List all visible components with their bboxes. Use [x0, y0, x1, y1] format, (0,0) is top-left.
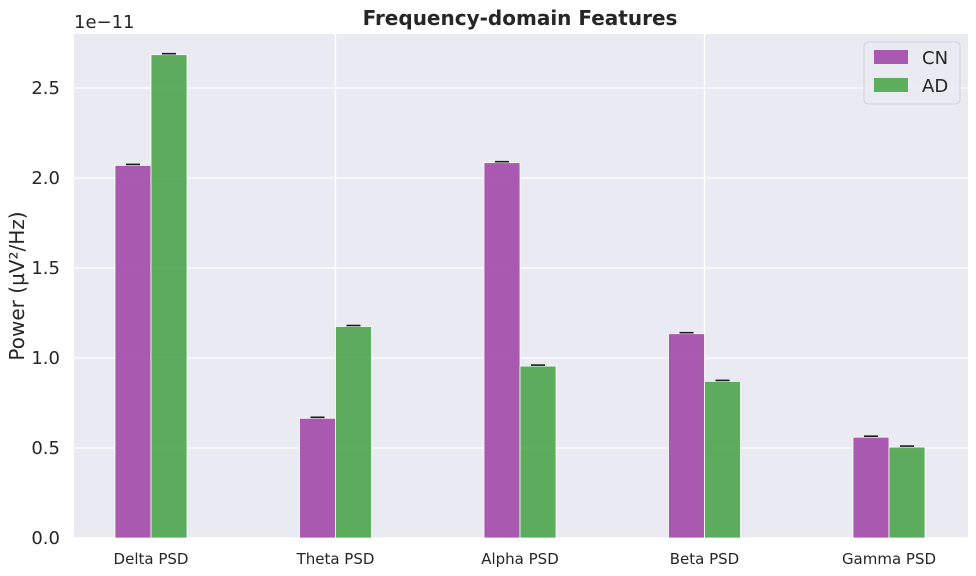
- y-tick-label: 2.5: [31, 78, 60, 99]
- y-axis-label: Power (µV²/Hz): [5, 211, 29, 360]
- legend-label-cn: CN: [922, 48, 948, 69]
- bar-cn-gamma-psd: [852, 436, 890, 539]
- x-tick-label: Theta PSD: [296, 550, 375, 568]
- chart-title: Frequency-domain Features: [363, 6, 678, 30]
- x-tick-label: Delta PSD: [114, 550, 189, 568]
- bar-ad-theta-psd: [335, 326, 372, 539]
- legend-swatch-ad: [874, 78, 908, 92]
- bar-ad-delta-psd: [150, 54, 188, 539]
- legend-label-ad: AD: [922, 76, 948, 97]
- bar-marks: [114, 52, 926, 539]
- y-tick-labels: 0.0 0.5 1.0 1.5 2.0 2.5: [31, 78, 60, 549]
- bar-cn-beta-psd: [668, 333, 705, 539]
- bar-cn-delta-psd: [114, 164, 152, 539]
- bar-cn-alpha-psd: [483, 162, 521, 539]
- y-axis-offset: 1e−11: [74, 12, 135, 33]
- y-tick-label: 2.0: [31, 168, 60, 189]
- legend: CN AD: [863, 41, 961, 105]
- bar-ad-gamma-psd: [888, 446, 926, 539]
- y-tick-label: 0.5: [31, 438, 60, 459]
- bar-cn-theta-psd: [299, 417, 336, 539]
- legend-swatch-cn: [874, 50, 908, 64]
- bar-ad-alpha-psd: [519, 365, 557, 539]
- y-tick-label: 1.5: [31, 258, 60, 279]
- y-tick-label: 0.0: [31, 528, 60, 549]
- x-tick-label: Gamma PSD: [842, 550, 936, 568]
- x-tick-label: Alpha PSD: [481, 550, 559, 568]
- x-tick-labels: Delta PSD Theta PSD Alpha PSD Beta PSD Gamma…: [114, 550, 937, 568]
- x-tick-label: Beta PSD: [670, 550, 739, 568]
- y-tick-label: 1.0: [31, 348, 60, 369]
- bar-ad-beta-psd: [704, 380, 741, 539]
